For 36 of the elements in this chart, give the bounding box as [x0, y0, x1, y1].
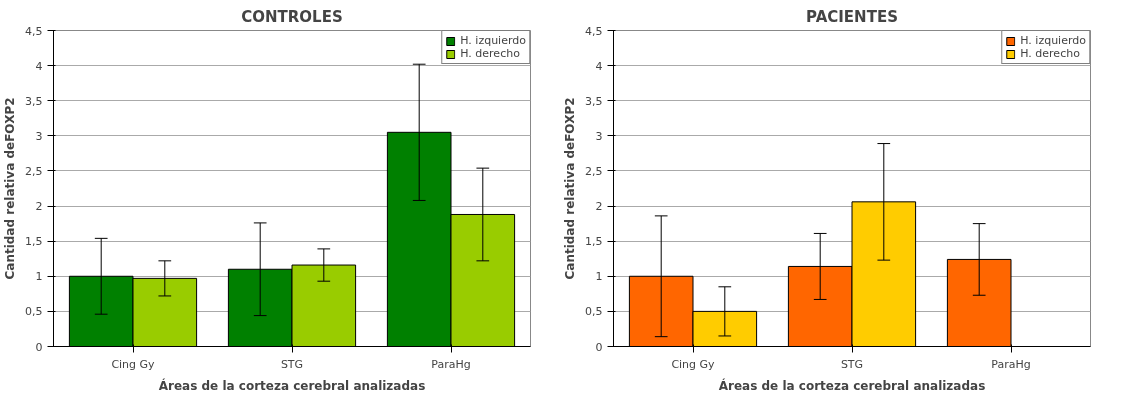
legend-label: H. izquierdo: [460, 34, 526, 47]
x-tick-label: STG: [840, 357, 864, 371]
y-tick-label: 0: [35, 340, 43, 354]
legend-label: H. izquierdo: [1020, 34, 1086, 47]
x-tick-label: ParaHg: [431, 357, 471, 371]
y-tick-label: 2: [35, 200, 43, 214]
x-tick-label: Cing Gy: [111, 357, 156, 371]
y-tick-label: 1: [35, 270, 43, 284]
x-tick-label: ParaHg: [991, 357, 1031, 371]
x-tick-label: STG: [280, 357, 304, 371]
y-tick-label: 1: [595, 270, 603, 284]
y-tick-label: 4: [35, 59, 43, 73]
y-tick-label: 3: [595, 129, 603, 143]
legend-label: H. derecho: [460, 47, 520, 60]
y-tick-label: 0,5: [25, 305, 43, 319]
y-tick-label: 1,5: [25, 235, 43, 249]
y-tick-label: 2: [595, 200, 603, 214]
y-axis-title: Cantidad relativa deFOXP2: [3, 97, 18, 280]
y-tick-label: 3: [35, 129, 43, 143]
y-tick-label: 2,5: [25, 164, 43, 178]
y-axis-title: Cantidad relativa deFOXP2: [563, 97, 578, 280]
x-axis-title: Áreas de la corteza cerebral analizadas: [718, 377, 986, 393]
legend-label: H. derecho: [1020, 47, 1080, 60]
y-tick-label: 3,5: [25, 94, 43, 108]
y-tick-label: 2,5: [585, 164, 603, 178]
y-tick-label: 3,5: [585, 94, 603, 108]
y-tick-label: 0: [595, 340, 603, 354]
y-tick-label: 1,5: [585, 235, 603, 249]
y-tick-label: 0,5: [585, 305, 603, 319]
x-tick-label: Cing Gy: [671, 357, 716, 371]
y-tick-label: 4,5: [585, 24, 603, 38]
x-axis-title: Áreas de la corteza cerebral analizadas: [158, 377, 426, 393]
chart-title: CONTROLES: [241, 7, 343, 26]
y-tick-label: 4,5: [25, 24, 43, 38]
y-tick-label: 4: [595, 59, 603, 73]
chart-title: PACIENTES: [806, 7, 898, 26]
